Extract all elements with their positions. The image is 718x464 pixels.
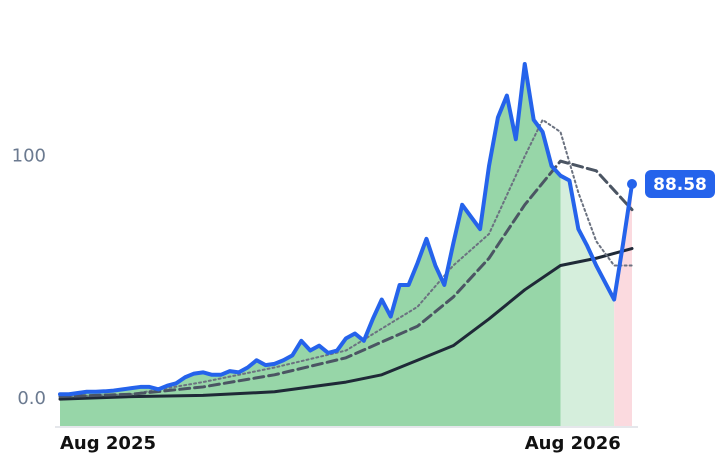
- area-band: [60, 63, 561, 427]
- y-tick-label: 0.0: [17, 388, 46, 409]
- area-band: [614, 183, 632, 427]
- area-band: [560, 175, 615, 427]
- line: [58, 61, 634, 397]
- x-tick-label: Aug 2025: [60, 433, 156, 454]
- line: [59, 118, 633, 398]
- line: [58, 159, 634, 399]
- y-tick-label: 100: [12, 145, 46, 166]
- end-marker: [627, 178, 637, 189]
- line: [58, 247, 634, 401]
- end-label-box: [645, 169, 715, 198]
- x-tick-label: Aug 2026: [525, 433, 621, 454]
- end-label: 88.58: [653, 175, 707, 195]
